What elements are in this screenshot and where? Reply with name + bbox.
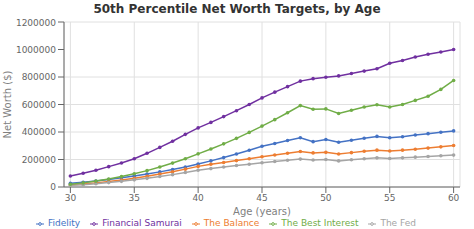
- html-text:50th Percentile Net Worth Targ: 50th Percentile Net Worth Targets, by Ag…: [93, 2, 381, 16]
- svg-text:800000: 800000: [22, 72, 57, 82]
- html-text:The Balance: The Balance: [203, 218, 260, 228]
- svg-text:400000: 400000: [22, 127, 57, 137]
- svg-text:200000: 200000: [22, 155, 57, 165]
- html-text:Fidelity: Fidelity: [48, 218, 81, 228]
- svg-text:45: 45: [256, 193, 267, 203]
- svg-text:0: 0: [50, 182, 56, 192]
- svg-text:40: 40: [192, 193, 204, 203]
- html-text:The Best Interest: The Best Interest: [281, 218, 359, 228]
- svg-text:30: 30: [65, 193, 77, 203]
- svg-text:55: 55: [384, 193, 395, 203]
- svg-text:1200000: 1200000: [16, 18, 56, 28]
- svg-text:Age (years): Age (years): [233, 206, 291, 217]
- svg-text:600000: 600000: [22, 100, 57, 110]
- html-text:The Fed: The Fed: [380, 218, 416, 228]
- svg-text:Net Worth ($): Net Worth ($): [8, 70, 13, 138]
- svg-text:60: 60: [448, 193, 460, 203]
- html-text:Financial Samurai: Financial Samurai: [102, 218, 182, 228]
- svg-text:1000000: 1000000: [16, 45, 56, 55]
- svg-text:50: 50: [320, 193, 332, 203]
- svg-text:35: 35: [129, 193, 140, 203]
